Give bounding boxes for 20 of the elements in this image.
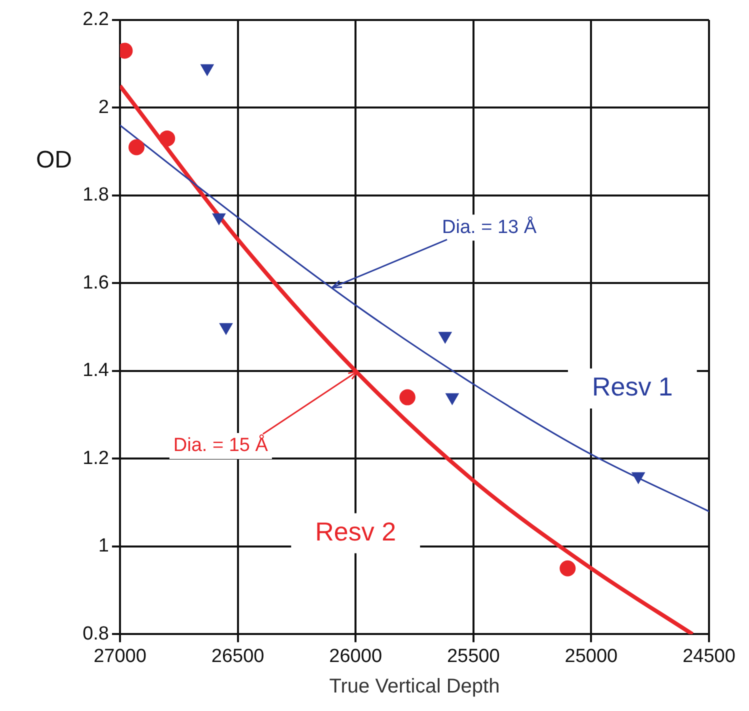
x-tick-label: 27000 [94,646,146,667]
annotation: Dia. = 15 Å [173,434,268,456]
x-tick-label: 24500 [682,646,736,667]
annotation: Dia. = 13 Å [442,216,537,238]
y-tick-label: 2.2 [82,9,109,30]
y-tick-label: 0.8 [82,623,109,644]
y-axis-title: OD [36,146,72,174]
x-tick-label: 25000 [564,646,618,667]
y-tick-label: 2 [98,96,109,118]
text: Resv 1 [592,372,673,402]
y-tick-label: 1.8 [82,184,109,206]
y-tick-label: 1.6 [82,272,109,294]
x-tick-label: 26000 [329,646,382,667]
x-tick-label: 25500 [446,646,500,667]
x-tick-label: 26500 [211,646,264,667]
y-tick-label: 1.4 [82,360,110,382]
x-axis-title: True Vertical Depth [329,676,500,698]
y-tick-label: 1 [98,536,109,557]
text: Resv 2 [315,516,396,546]
y-tick-label: 1.2 [82,448,109,469]
